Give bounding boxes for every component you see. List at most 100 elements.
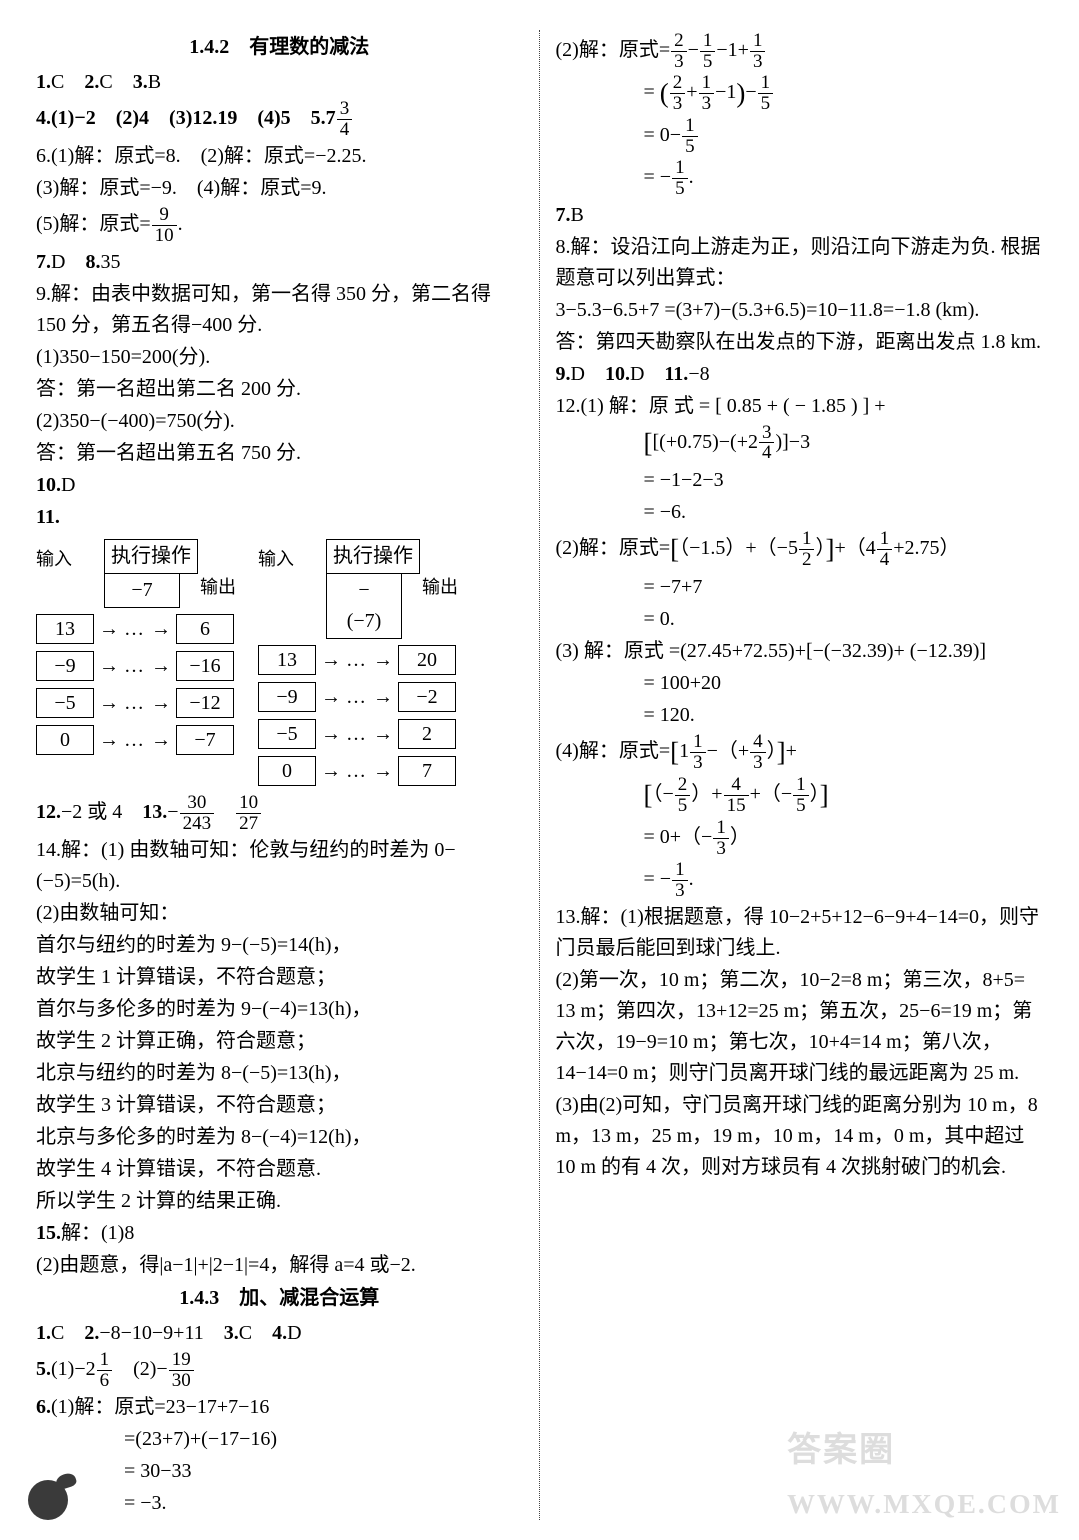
flow-in-cell: 0 [258,756,316,786]
line: 北京与纽约的时差为 8−(−5)=13(h)， [36,1058,523,1089]
line: 所以学生 2 计算的结果正确. [36,1186,523,1217]
flow-dots: … [124,651,146,682]
flow-dots: … [346,645,368,676]
line: = 0−15 [556,116,1044,157]
line: = 30−33 [36,1456,523,1487]
line: 5.(1)−216 (2)−1930 [36,1350,523,1391]
flow-out-cell: 6 [176,614,234,644]
line: 1.C 2.C 3.B [36,67,523,98]
arrow-icon: → [316,645,346,676]
line: 故学生 3 计算错误，不符合题意； [36,1090,523,1121]
line: =(23+7)+(−17−16) [36,1424,523,1455]
flow-dots: … [124,725,146,756]
flow-dots: … [346,756,368,787]
flow-out-cell: −7 [176,725,234,755]
line: (2)由数轴可知： [36,898,523,929]
line: [[(+0.75)−(+234)]−3 [556,423,1044,465]
line: = 100+20 [556,668,1044,699]
flow-out-cell: −12 [176,688,234,718]
line: 首尔与纽约的时差为 9−(−5)=14(h)， [36,930,523,961]
arrow-icon: → [368,645,398,676]
line: 14.解：(1) 由数轴可知：伦敦与纽约的时差为 0−(−5)=5(h). [36,835,523,897]
flow-in-cell: −9 [258,682,316,712]
line: 12.(1) 解：原 式 = [ 0.85 + ( − 1.85 ) ] + [556,391,1044,422]
line: 9.解：由表中数据可知，第一名得 350 分，第二名得 150 分，第五名得−4… [36,279,523,341]
flow-row: 0→…→7 [258,756,458,787]
flow-dots: … [124,614,146,645]
arrow-icon: → [94,725,124,756]
line: (2)由题意，得|a−1|+|2−1|=4，解得 a=4 或−2. [36,1250,523,1281]
line: (2)解：原式=23−15−1+13 [556,31,1044,72]
line: 9.D 10.D 11.−8 [556,359,1044,390]
section-title-143: 1.4.3 加、减混合运算 [36,1283,523,1314]
flow-row: 0→…→−7 [36,725,236,756]
arrow-icon: → [94,651,124,682]
arrow-icon: → [94,688,124,719]
line: (2)350−(−400)=750(分). [36,406,523,437]
page: 1.4.2 有理数的减法 1.C 2.C 3.B 4.(1)−2 (2)4 (3… [0,0,1079,1540]
arrow-icon: → [368,756,398,787]
arrow-icon: → [316,756,346,787]
arrow-icon: → [316,682,346,713]
arrow-icon: → [368,719,398,750]
flow-row: −5→…→−12 [36,688,236,719]
line: 7.B [556,200,1044,231]
flow-out-cell: 20 [398,645,456,675]
flow-left: 输入 执行操作 −7 输出 13→…→6−9→…→−16−5→…→−120→…→… [36,539,236,787]
right-column: (2)解：原式=23−15−1+13 = (23+13−1)−15 = 0−15… [540,30,1052,1520]
line: [（−25）+415+（−15）] [556,775,1044,817]
line: = 0. [556,604,1044,635]
line: 答：第一名超出第二名 200 分. [36,374,523,405]
q11-flowcharts: 输入 执行操作 −7 输出 13→…→6−9→…→−16−5→…→−120→…→… [36,539,523,787]
flow-in-cell: −5 [258,719,316,749]
line: 答：第一名超出第五名 750 分. [36,438,523,469]
line: 6.(1)解：原式=8. (2)解：原式=−2.25. [36,141,523,172]
line: 故学生 4 计算错误，不符合题意. [36,1154,523,1185]
flow-dots: … [346,719,368,750]
line: 故学生 2 计算正确，符合题意； [36,1026,523,1057]
left-column: 1.4.2 有理数的减法 1.C 2.C 3.B 4.(1)−2 (2)4 (3… [28,30,540,1520]
line: 11. [36,502,523,533]
line: 7.D 8.35 [36,247,523,278]
arrow-icon: → [316,719,346,750]
section-title-142: 1.4.2 有理数的减法 [36,32,523,63]
flow-in-cell: 13 [258,645,316,675]
line: (4)解：原式=[113−（+43）]+ [556,732,1044,774]
footer-decoration-icon [28,1480,68,1520]
arrow-icon: → [94,614,124,645]
line: 1.C 2.−8−10−9+11 3.C 4.D [36,1318,523,1349]
line: = −3. [36,1488,523,1519]
line: (3)解：原式=−9. (4)解：原式=9. [36,173,523,204]
flow-row: −9→…→−16 [36,651,236,682]
line: (5)解：原式=910. [36,205,523,246]
flow-out-cell: −2 [398,682,456,712]
line: 12.−2 或 4 13.−30243 1027 [36,793,523,834]
line: = 120. [556,700,1044,731]
flow-out-cell: −16 [176,651,234,681]
fraction: 34 [337,99,353,140]
line: 北京与多伦多的时差为 8−(−4)=12(h)， [36,1122,523,1153]
flow-in-cell: 13 [36,614,94,644]
line: = −15. [556,158,1044,199]
line: 8.解：设沿江向上游走为正，则沿江向下游走为负. 根据题意可以列出算式： [556,232,1044,294]
flow-dots: … [346,682,368,713]
line: 3−5.3−6.5+7 =(3+7)−(5.3+6.5)=10−11.8=−1.… [556,295,1044,326]
arrow-icon: → [368,682,398,713]
arrow-icon: → [146,651,176,682]
arrow-icon: → [146,725,176,756]
arrow-icon: → [146,614,176,645]
flow-row: −5→…→2 [258,719,458,750]
flow-row: 13→…→20 [258,645,458,676]
flow-dots: … [124,688,146,719]
flow-in-cell: −9 [36,651,94,681]
line: 答：第四天勘察队在出发点的下游，距离出发点 1.8 km. [556,327,1044,358]
line: = −6. [556,497,1044,528]
line: = −13. [556,860,1044,901]
line: (3) 解：原式 =(27.45+72.55)+[−(−32.39)+ (−12… [556,636,1044,667]
line: 首尔与多伦多的时差为 9−(−4)=13(h)， [36,994,523,1025]
flow-row: 13→…→6 [36,614,236,645]
flow-out-cell: 2 [398,719,456,749]
watermark: 答案圈 WWW.MXQE.COM [787,1425,1061,1530]
line: 故学生 1 计算错误，不符合题意； [36,962,523,993]
line: 13.解：(1)根据题意，得 10−2+5+12−6−9+4−14=0，则守门员… [556,902,1044,964]
